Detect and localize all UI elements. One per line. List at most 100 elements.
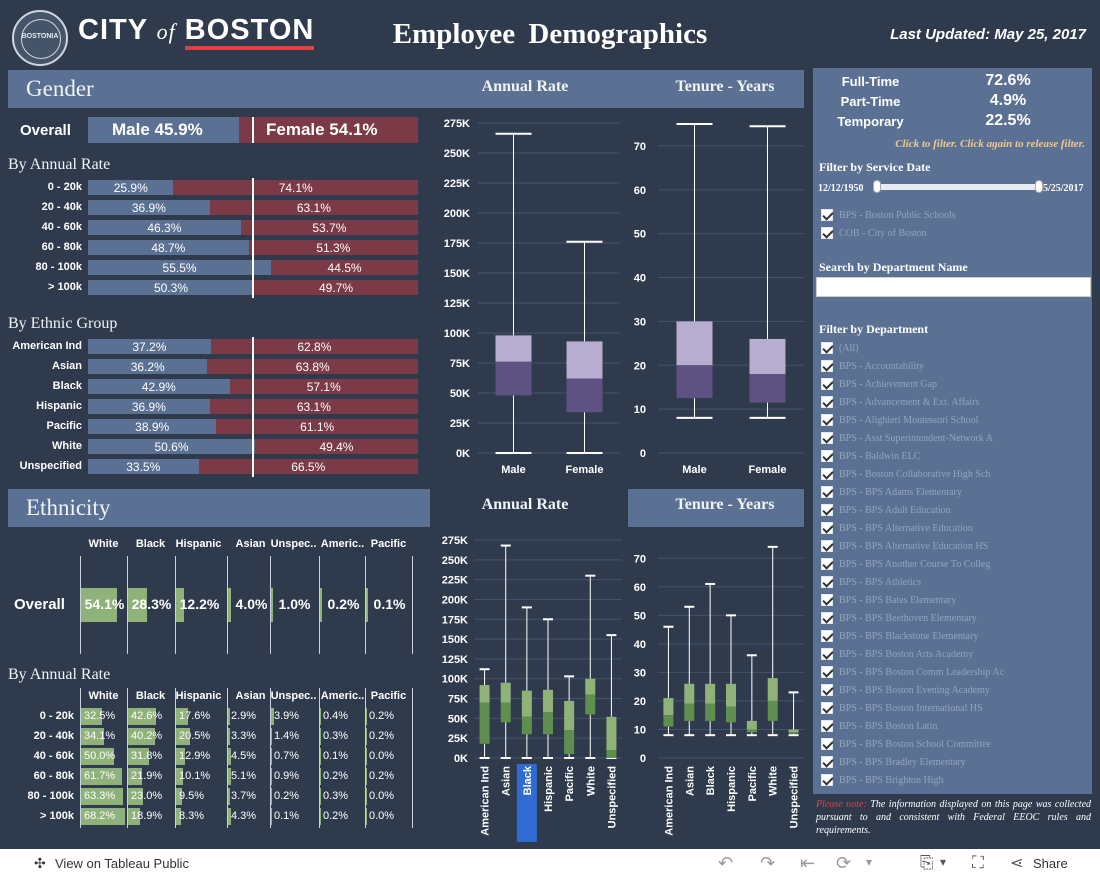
ethnicity-rate-bar[interactable] (81, 808, 125, 825)
ethnicity-rate-bar[interactable] (176, 768, 183, 785)
ethnicity-rate-bar[interactable] (271, 728, 272, 745)
gender-overall-male-segment[interactable] (88, 117, 240, 143)
x-category-label[interactable]: Black (705, 765, 717, 795)
ethnicity-rate-bar[interactable] (128, 708, 157, 725)
ethnicity-rate-bar[interactable] (271, 788, 272, 805)
department-checkbox-label[interactable]: BPS - BPS Bradley Elementary (839, 757, 966, 768)
department-checkbox[interactable] (821, 558, 833, 570)
service-date-slider-end-handle[interactable] (1035, 180, 1043, 193)
department-checkbox[interactable] (821, 684, 833, 696)
box-mark[interactable] (543, 618, 553, 759)
ethnicity-rate-bar[interactable] (271, 768, 272, 785)
x-category-label[interactable]: Black (522, 765, 534, 795)
ethnicity-by-rate-table[interactable]: 0 - 20k 32.5% 42.6% 17.6% 2.9% 3.9% 0.4% 0.2% 20… (0, 688, 420, 830)
x-category-label[interactable]: Pacific (747, 766, 759, 801)
department-checkbox[interactable] (821, 522, 833, 534)
gender-row-male-segment[interactable] (88, 240, 249, 255)
department-checkbox-label[interactable]: BPS - BPS Adult Education (839, 505, 951, 516)
department-checkbox[interactable] (821, 756, 833, 768)
ethnicity-rate-bar[interactable] (228, 768, 232, 785)
service-date-slider-track[interactable] (877, 184, 1039, 190)
department-checkbox-label[interactable]: BPS - Advancement & Ext. Affairs (839, 397, 980, 408)
org-checkbox[interactable] (821, 227, 833, 239)
ethnicity-rate-bar[interactable] (228, 708, 230, 725)
x-category-label[interactable]: Unspecified (606, 766, 618, 828)
share-button[interactable]: Share (1033, 856, 1068, 871)
view-on-tableau-link[interactable]: View on Tableau Public (55, 856, 189, 871)
department-checkbox-label[interactable]: BPS - BPS Boston School Committee (839, 739, 991, 750)
gender-row-male-segment[interactable] (88, 280, 254, 295)
ethnicity-rate-bar[interactable] (228, 808, 231, 825)
ethnicity-overall-bar[interactable] (228, 588, 231, 622)
share-icon[interactable]: ⋖ (1010, 855, 1024, 872)
employment-type-value[interactable]: 22.5% (985, 112, 1031, 129)
ethnicity-rate-bar[interactable] (128, 808, 141, 825)
employment-type-label[interactable]: Full-Time (841, 74, 900, 89)
ethnicity-rate-bar[interactable] (320, 728, 321, 745)
department-checkbox-label[interactable]: BPS - BPS Athletics (839, 577, 921, 588)
box-mark[interactable] (788, 691, 799, 737)
department-checkbox-label[interactable]: BPS - BPS Adams Elementary (839, 487, 962, 498)
employment-type-value[interactable]: 4.9% (989, 92, 1027, 109)
gender-row-male-segment[interactable] (88, 200, 210, 215)
redo-icon[interactable]: ↷ (760, 853, 776, 873)
department-checkbox-label[interactable]: BPS - BPS Blackstone Elementary (839, 631, 979, 642)
revert-icon[interactable]: ⇤ (800, 853, 816, 873)
ethnicity-rate-bar[interactable] (320, 808, 321, 825)
gender-row-male-segment[interactable] (88, 439, 255, 454)
ethnicity-rate-bar[interactable] (366, 768, 367, 785)
refresh-icon[interactable]: ⟳ (836, 853, 852, 873)
ethnicity-rate-bar[interactable] (128, 748, 149, 765)
employment-type-label[interactable]: Temporary (837, 114, 904, 129)
x-category-label[interactable]: Hispanic (726, 766, 738, 812)
undo-icon[interactable]: ↶ (718, 853, 734, 873)
employment-type-label[interactable]: Part-Time (840, 94, 901, 109)
org-checkbox[interactable] (821, 209, 833, 221)
category-highlight[interactable] (516, 764, 537, 842)
department-checkbox[interactable] (821, 594, 833, 606)
ethnicity-rate-bar[interactable] (176, 728, 190, 745)
department-checkbox-label[interactable]: BPS - BPS Alternative Education HS (839, 541, 989, 552)
department-checkbox[interactable] (821, 360, 833, 372)
x-category-label[interactable]: American Ind (480, 766, 492, 836)
box-mark[interactable] (705, 582, 716, 737)
x-category-label[interactable]: Pacific (564, 766, 576, 801)
ethnicity-rate-bar[interactable] (271, 708, 274, 725)
ethnicity-rate-bar[interactable] (320, 708, 321, 725)
gender-row-male-segment[interactable] (88, 220, 241, 235)
x-category-label[interactable]: Asian (684, 766, 696, 796)
department-checkbox-label[interactable]: BPS - BPS Brighton High (839, 775, 944, 786)
box-mark[interactable] (749, 125, 786, 419)
x-category-label[interactable]: American Ind (663, 766, 675, 836)
department-checkbox[interactable] (821, 774, 833, 786)
ethnicity-annual-rate-boxplot[interactable]: 275K 250K 225K 200K 175K 150K 125K 100K 75K 50K 25… (430, 530, 630, 848)
box-mark[interactable] (684, 605, 695, 737)
ethnicity-rate-bar[interactable] (176, 708, 188, 725)
department-checkbox[interactable] (821, 378, 833, 390)
ethnicity-rate-bar[interactable] (128, 788, 144, 805)
box-mark[interactable] (500, 544, 511, 759)
gender-annual-rate-boxplot[interactable]: 275K 250K 225K 200K 175K 150K 125K 100K 75K 50K 25… (430, 108, 630, 480)
ethnicity-rate-bar[interactable] (81, 788, 123, 805)
box-mark[interactable] (606, 634, 617, 759)
ethnicity-rate-bar[interactable] (271, 808, 272, 825)
gender-row-bar[interactable]: 55.5% 44.5% (88, 260, 418, 275)
ethnicity-overall-bar[interactable] (320, 588, 322, 622)
box-mark[interactable] (767, 545, 778, 737)
ethnicity-rate-bar[interactable] (176, 788, 183, 805)
ethnicity-rate-bar[interactable] (81, 728, 104, 745)
box-mark[interactable] (564, 675, 575, 759)
ethnicity-rate-bar[interactable] (366, 808, 367, 825)
pause-dropdown-icon[interactable]: ▾ (866, 855, 873, 869)
ethnicity-rate-bar[interactable] (176, 808, 182, 825)
box-mark[interactable] (726, 614, 736, 737)
department-checkbox-label[interactable]: BPS - BPS Boston Comm Leadership Ac (839, 667, 1005, 678)
x-category-label[interactable]: Hispanic (543, 766, 555, 812)
department-checkbox[interactable] (821, 720, 833, 732)
department-checkbox-label[interactable]: BPS - Achievement Gap (839, 379, 938, 390)
department-checkbox-label[interactable]: BPS - BPS Boston Evening Academy (839, 685, 990, 696)
ethnicity-tenure-boxplot[interactable]: 70 60 50 40 30 20 10 0 American Ind Asian Black His… (628, 530, 806, 848)
department-checkbox[interactable] (821, 666, 833, 678)
department-checkbox[interactable] (821, 738, 833, 750)
gender-row-bar[interactable]: 36.2% 63.8% (88, 359, 418, 374)
